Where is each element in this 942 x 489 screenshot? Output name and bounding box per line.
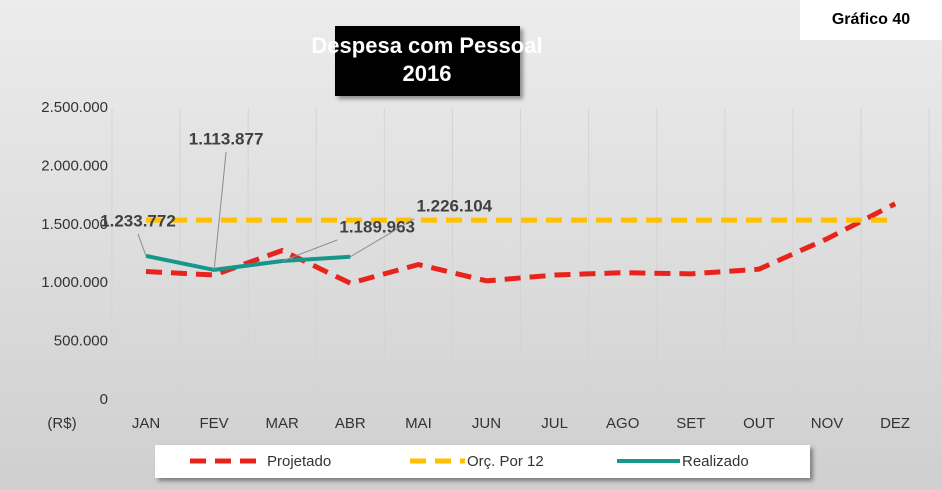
x-tick-label: FEV: [200, 415, 229, 432]
y-tick-label: 500.000: [54, 333, 108, 350]
x-tick-label: OUT: [743, 415, 775, 432]
y-tick-label: 2.500.000: [41, 99, 108, 116]
chart-subtitle: 2016: [403, 61, 452, 86]
data-label: 1.226.104: [416, 196, 492, 215]
leader-line: [213, 151, 227, 270]
x-tick-label: DEZ: [880, 415, 910, 432]
data-label: 1.233.772: [100, 211, 176, 230]
x-tick-label: AGO: [606, 415, 639, 432]
y-axis-label: (R$): [47, 415, 76, 432]
legend-label: Realizado: [682, 453, 749, 470]
x-tick-label: JUL: [541, 415, 568, 432]
y-tick-label: 2.000.000: [41, 157, 108, 174]
data-label: 1.189.963: [339, 217, 415, 236]
y-tick-label: 1.500.000: [41, 216, 108, 233]
x-tick-label: MAR: [266, 415, 300, 432]
y-tick-label: 1.000.000: [41, 274, 108, 291]
legend-label: Projetado: [267, 453, 331, 470]
x-tick-label: SET: [676, 415, 705, 432]
legend-box: [155, 445, 810, 478]
legend-label: Orç. Por 12: [467, 453, 544, 470]
x-tick-label: ABR: [335, 415, 366, 432]
badge: Gráfico 40: [832, 11, 910, 28]
series-line: [145, 253, 351, 272]
leader-line: [282, 239, 338, 262]
data-label: 1.113.877: [189, 129, 264, 148]
x-tick-label: JUN: [472, 415, 501, 432]
chart-title: Despesa com Pessoal: [311, 33, 542, 58]
title-box: [335, 26, 520, 96]
series-line: [145, 201, 897, 286]
x-tick-label: JAN: [132, 415, 160, 432]
x-tick-label: MAI: [405, 415, 432, 432]
leader-line: [350, 218, 415, 258]
x-tick-label: NOV: [811, 415, 844, 432]
y-tick-label: 0: [100, 391, 108, 408]
leader-line: [137, 233, 147, 257]
badge-box: [800, 0, 942, 40]
